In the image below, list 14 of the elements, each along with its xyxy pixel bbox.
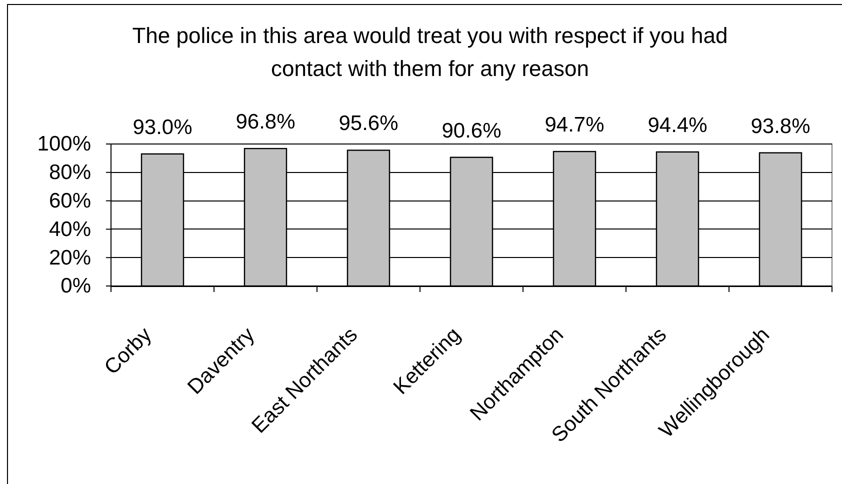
data-label: 94.7% [544,114,604,137]
y-tick-label: 80% [48,161,91,184]
data-label: 93.8% [750,114,810,138]
data-label: 90.6% [442,119,502,142]
chart-title: The police in this area would treat you with respect if you had contact with them for any reason [132,23,728,81]
data-label: 93.0% [132,116,192,139]
data-label: 95.6% [338,112,398,136]
y-tick-label: 0% [60,274,91,298]
y-tick-label: 40% [48,218,91,241]
data-label: 94.4% [648,114,708,137]
y-tick-label: 100% [37,132,91,156]
y-tick-label: 20% [48,246,91,270]
data-label: 96.8% [236,110,296,134]
y-tick-label: 60% [48,190,91,213]
